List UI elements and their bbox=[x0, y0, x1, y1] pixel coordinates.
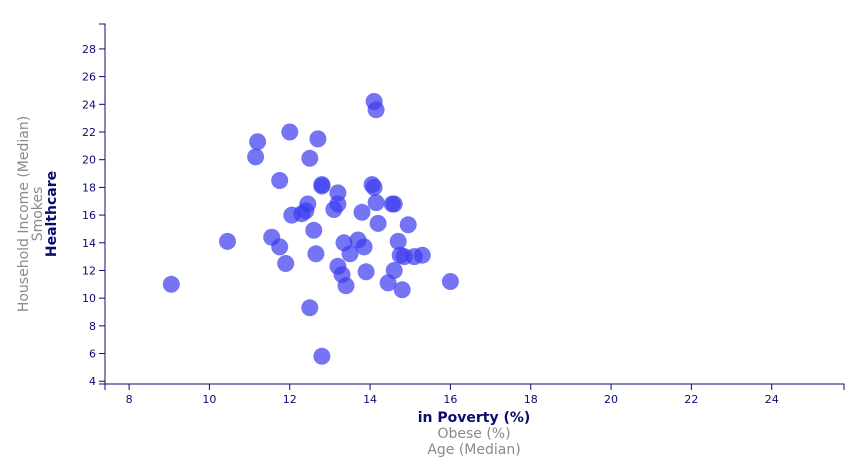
data-point-7[interactable] bbox=[277, 255, 295, 272]
data-point-19[interactable] bbox=[313, 176, 331, 194]
data-point-30[interactable] bbox=[353, 203, 371, 221]
data-point-43[interactable] bbox=[389, 232, 407, 250]
data-point-37[interactable] bbox=[367, 101, 385, 119]
y-tick-label: 14 bbox=[82, 237, 96, 250]
y-axis-title-1[interactable]: Smokes bbox=[30, 187, 46, 242]
y-tick-label: 28 bbox=[82, 43, 96, 56]
data-point-47[interactable] bbox=[399, 216, 417, 234]
x-tick-label: 18 bbox=[524, 393, 538, 406]
data-point-49[interactable] bbox=[413, 246, 431, 264]
data-point-2[interactable] bbox=[247, 148, 265, 166]
x-axis-title-1[interactable]: Obese (%) bbox=[437, 426, 510, 442]
y-tick-label: 20 bbox=[82, 154, 96, 167]
data-point-16[interactable] bbox=[307, 245, 325, 263]
data-point-17[interactable] bbox=[309, 130, 327, 148]
data-point-42[interactable] bbox=[385, 262, 403, 279]
x-tick-label: 16 bbox=[443, 393, 457, 406]
data-point-34[interactable] bbox=[365, 178, 383, 196]
y-tick-label: 24 bbox=[82, 98, 96, 111]
y-tick-label: 6 bbox=[89, 348, 96, 361]
x-tick-label: 14 bbox=[363, 393, 377, 406]
y-tick-label: 26 bbox=[82, 71, 96, 84]
y-tick-label: 10 bbox=[82, 292, 96, 305]
data-point-15[interactable] bbox=[305, 221, 323, 239]
data-point-50[interactable] bbox=[441, 273, 459, 290]
data-point-27[interactable] bbox=[337, 277, 355, 295]
x-tick-label: 8 bbox=[126, 393, 133, 406]
x-axis-line bbox=[104, 383, 845, 390]
y-tick-label: 4 bbox=[89, 375, 96, 388]
y-tick-label: 16 bbox=[82, 209, 96, 222]
data-point-0[interactable] bbox=[162, 275, 180, 293]
x-axis: 8 10 12 14 16 18 20 22 24 bbox=[104, 383, 845, 406]
x-axis-titles: in Poverty (%)Obese (%)Age (Median) bbox=[418, 410, 531, 458]
data-point-14[interactable] bbox=[301, 149, 319, 167]
y-tick-label: 18 bbox=[82, 181, 96, 194]
data-point-36[interactable] bbox=[367, 194, 385, 212]
data-point-38[interactable] bbox=[369, 214, 387, 232]
x-tick-label: 20 bbox=[604, 393, 618, 406]
data-point-23[interactable] bbox=[329, 184, 347, 202]
data-point-45[interactable] bbox=[393, 281, 411, 299]
y-axis-title-0[interactable]: Healthcare bbox=[44, 171, 60, 257]
x-axis-title-0[interactable]: in Poverty (%) bbox=[418, 410, 531, 426]
data-point-31[interactable] bbox=[355, 238, 373, 256]
data-point-12[interactable] bbox=[299, 195, 317, 213]
dots-layer bbox=[162, 93, 459, 365]
data-point-6[interactable] bbox=[271, 172, 289, 189]
data-point-1[interactable] bbox=[219, 232, 236, 250]
x-tick-label: 12 bbox=[283, 393, 297, 406]
data-point-20[interactable] bbox=[313, 347, 331, 365]
y-axis-line bbox=[99, 23, 106, 385]
y-tick-label: 22 bbox=[82, 126, 96, 139]
data-point-5[interactable] bbox=[271, 238, 289, 256]
data-point-32[interactable] bbox=[357, 263, 375, 281]
y-axis-title-2[interactable]: Household Income (Median) bbox=[16, 116, 32, 312]
y-tick-label: 12 bbox=[82, 264, 96, 277]
data-point-8[interactable] bbox=[281, 123, 299, 141]
data-point-28[interactable] bbox=[341, 245, 359, 263]
x-axis-title-2[interactable]: Age (Median) bbox=[427, 442, 520, 458]
x-tick-label: 22 bbox=[684, 393, 698, 406]
data-point-13[interactable] bbox=[301, 299, 319, 317]
x-tick-label: 10 bbox=[202, 393, 216, 406]
data-point-41[interactable] bbox=[385, 195, 403, 213]
x-tick-label: 24 bbox=[765, 393, 779, 406]
y-tick-label: 8 bbox=[89, 320, 96, 333]
y-axis: 4 6 8 10 12 14 16 18 20 22 24 26 28 bbox=[82, 23, 106, 388]
data-point-3[interactable] bbox=[249, 133, 267, 151]
